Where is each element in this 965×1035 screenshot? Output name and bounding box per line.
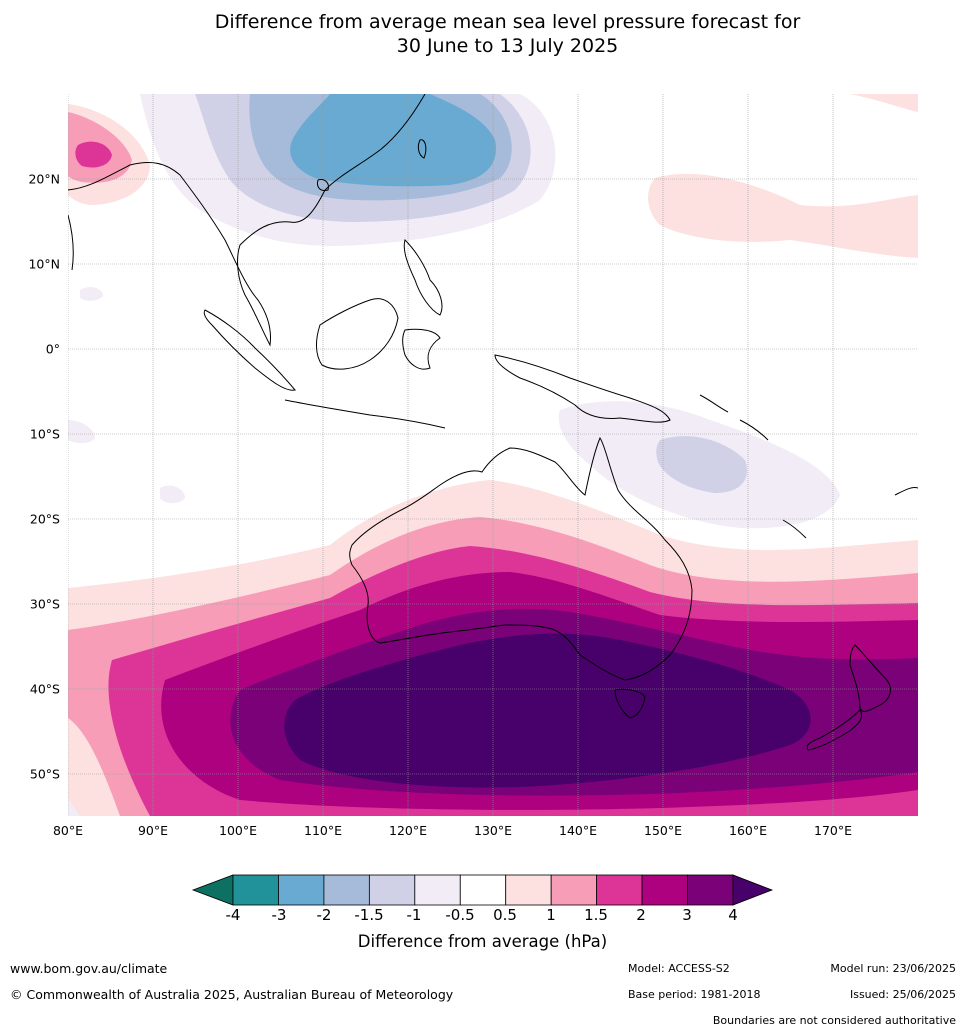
lat-label-30s: 30°S xyxy=(29,596,60,612)
legend-swatch xyxy=(687,874,734,906)
sumatra-coastline xyxy=(203,309,296,391)
legend-tick: -3 xyxy=(271,906,287,924)
legend-tick: -4 xyxy=(225,906,241,924)
anomaly-band-4 xyxy=(284,633,811,788)
legend-tick: 3 xyxy=(682,906,692,924)
map-plot-area xyxy=(68,94,918,816)
lat-label-10n: 10°N xyxy=(28,256,60,272)
legend-swatch xyxy=(414,874,461,906)
lat-label-50s: 50°S xyxy=(29,766,60,782)
legend-tick: 1 xyxy=(546,906,556,924)
asia-coastline xyxy=(68,94,426,347)
lon-label-90e: 90°E xyxy=(137,823,169,838)
lon-label-100e: 100°E xyxy=(218,823,258,838)
legend-swatch xyxy=(232,874,279,906)
new-guinea-coastline xyxy=(494,354,671,423)
legend-tick: 2 xyxy=(636,906,646,924)
legend-swatch xyxy=(459,874,507,906)
lat-label-20s: 20°S xyxy=(29,511,60,527)
lon-label-140e: 140°E xyxy=(558,823,598,838)
disclaimer-text: Boundaries are not considered authoritat… xyxy=(712,1014,956,1027)
chart-title: Difference from average mean sea level p… xyxy=(0,10,965,58)
legend-swatch-low xyxy=(191,874,234,906)
gridlines xyxy=(68,94,918,816)
australia-coastline xyxy=(349,436,693,681)
title-line-1: Difference from average mean sea level p… xyxy=(214,11,801,33)
coastlines xyxy=(68,94,918,751)
legend-tick: -2 xyxy=(316,906,332,924)
legend-swatch-high xyxy=(732,874,774,906)
issued-text: Issued: 25/06/2025 xyxy=(849,988,956,1001)
lon-label-160e: 160°E xyxy=(728,823,768,838)
lon-label-120e: 120°E xyxy=(388,823,428,838)
legend-tick: -1 xyxy=(406,906,422,924)
legend-tick: -0.5 xyxy=(445,906,475,924)
website-link[interactable]: www.bom.gov.au/climate xyxy=(10,961,168,976)
legend-swatch xyxy=(368,874,416,906)
model-text: Model: ACCESS-S2 xyxy=(628,962,730,975)
title-line-2: 30 June to 13 July 2025 xyxy=(396,35,619,57)
pressure-anomaly-map xyxy=(68,94,918,816)
legend-title: Difference from average (hPa) xyxy=(357,932,608,951)
copyright-text: © Commonwealth of Australia 2025, Austra… xyxy=(10,987,454,1002)
anomaly-band-neg-2 xyxy=(290,94,496,187)
new-zealand-coastline xyxy=(849,644,891,712)
legend-tick: -1.5 xyxy=(354,906,384,924)
legend-swatch xyxy=(596,874,643,906)
legend-swatch xyxy=(641,874,688,906)
legend-swatch xyxy=(505,874,552,906)
legend-tick: 1.5 xyxy=(584,906,608,924)
lon-label-130e: 130°E xyxy=(473,823,513,838)
colour-legend xyxy=(191,874,774,906)
tasmania-coastline xyxy=(614,688,646,719)
lon-label-170e: 170°E xyxy=(813,823,853,838)
lon-label-110e: 110°E xyxy=(303,823,343,838)
lon-label-150e: 150°E xyxy=(643,823,683,838)
lat-label-10s: 10°S xyxy=(29,426,60,442)
borneo-coastline xyxy=(316,298,399,370)
lat-label-40s: 40°S xyxy=(29,681,60,697)
lon-label-80e: 80°E xyxy=(52,823,84,838)
lat-label-20n: 20°N xyxy=(28,171,60,187)
lat-label-0: 0° xyxy=(45,341,60,357)
base-period-text: Base period: 1981-2018 xyxy=(628,988,761,1001)
legend-swatch xyxy=(278,874,325,906)
legend-swatch xyxy=(550,874,598,906)
legend-swatch xyxy=(323,874,370,906)
model-run-text: Model run: 23/06/2025 xyxy=(830,962,956,975)
legend-tick: 0.5 xyxy=(493,906,517,924)
legend-tick: 4 xyxy=(728,906,738,924)
